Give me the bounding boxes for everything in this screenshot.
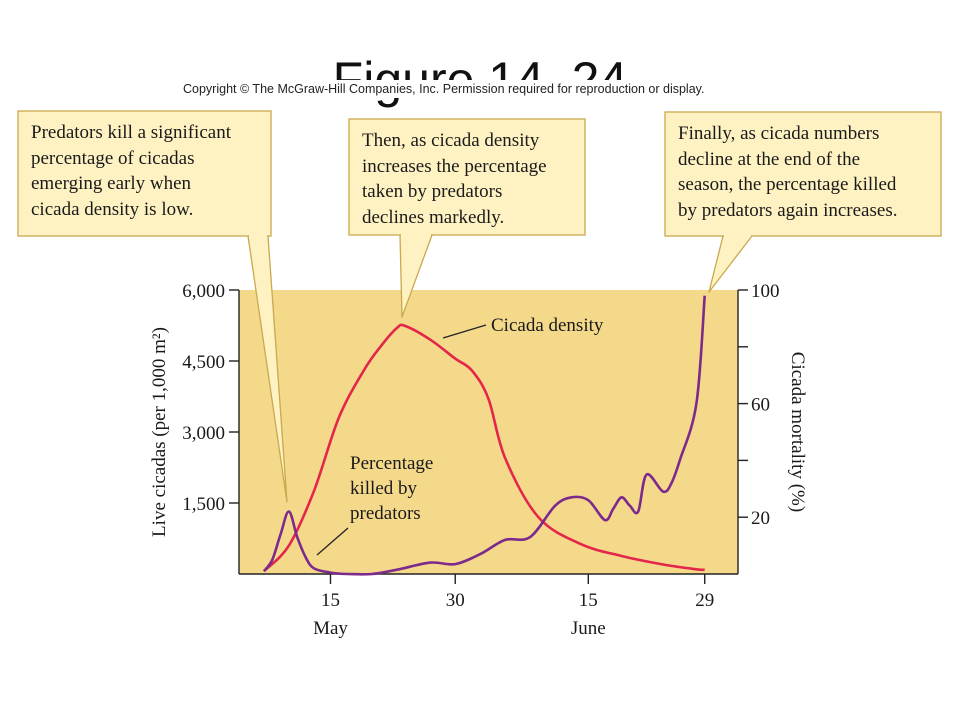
callout-late-line: season, the percentage killed: [678, 174, 897, 195]
annotation-percentage-killed-line: killed by: [350, 478, 418, 499]
callout-frame: [664, 111, 942, 237]
y-right-axis-title: Cicada mortality (%): [787, 352, 808, 512]
y-left-tick-label: 6,000: [182, 281, 225, 302]
y-left-axis-title: Live cicadas (per 1,000 m²): [149, 327, 170, 537]
callout-frame: [348, 118, 586, 236]
callout-middle-line: Then, as cicada density: [362, 130, 540, 151]
plot-area: [239, 290, 738, 574]
x-tick-label: 15: [321, 590, 340, 611]
callout-pointer: [708, 235, 753, 293]
annotation-leader-percentage: [316, 527, 349, 556]
x-tick-label: 15: [579, 590, 598, 611]
callout-early-line: percentage of cicadas: [31, 147, 195, 169]
y-right-tick-label: 20: [751, 508, 770, 529]
series-line-percentage-killed: [262, 295, 706, 576]
callout-box: [17, 110, 288, 503]
callout-middle-line: declines markedly.: [362, 206, 505, 228]
callout-late-line: by predators again increases.: [678, 199, 898, 221]
callout-early-line: Predators kill a significant: [31, 122, 231, 143]
series-line-cicada-density: [262, 323, 705, 573]
y-left-tick-label: 4,500: [182, 352, 225, 373]
y-right-tick-label: 100: [751, 281, 780, 302]
annotation-percentage-killed-line: predators: [350, 503, 421, 524]
x-tick-label: 29: [695, 590, 714, 611]
annotation-percentage-killed-line: Percentage: [350, 453, 433, 474]
callout-box: [348, 118, 586, 318]
annotation-cicada-density: Cicada density: [491, 315, 604, 336]
callout-early-line: emerging early when: [31, 173, 192, 194]
x-month-label: May: [313, 618, 348, 639]
y-right-tick-label: 60: [751, 395, 770, 416]
callout-box: [664, 111, 942, 293]
x-tick-label: 30: [446, 590, 465, 611]
callout-early-line: cicada density is low.: [31, 198, 194, 220]
x-month-label: June: [571, 618, 606, 639]
y-left-tick-label: 1,500: [182, 494, 225, 515]
copyright-notice: Copyright © The McGraw-Hill Companies, I…: [181, 80, 707, 98]
y-left-tick-label: 3,000: [182, 423, 225, 444]
callout-middle-line: increases the percentage: [362, 155, 547, 177]
annotation-leader-density: [442, 324, 487, 339]
callout-late-line: decline at the end of the: [678, 148, 861, 170]
callout-middle-line: taken by predators: [362, 181, 503, 202]
callout-frame: [17, 110, 272, 237]
callout-late-line: Finally, as cicada numbers: [678, 123, 880, 144]
